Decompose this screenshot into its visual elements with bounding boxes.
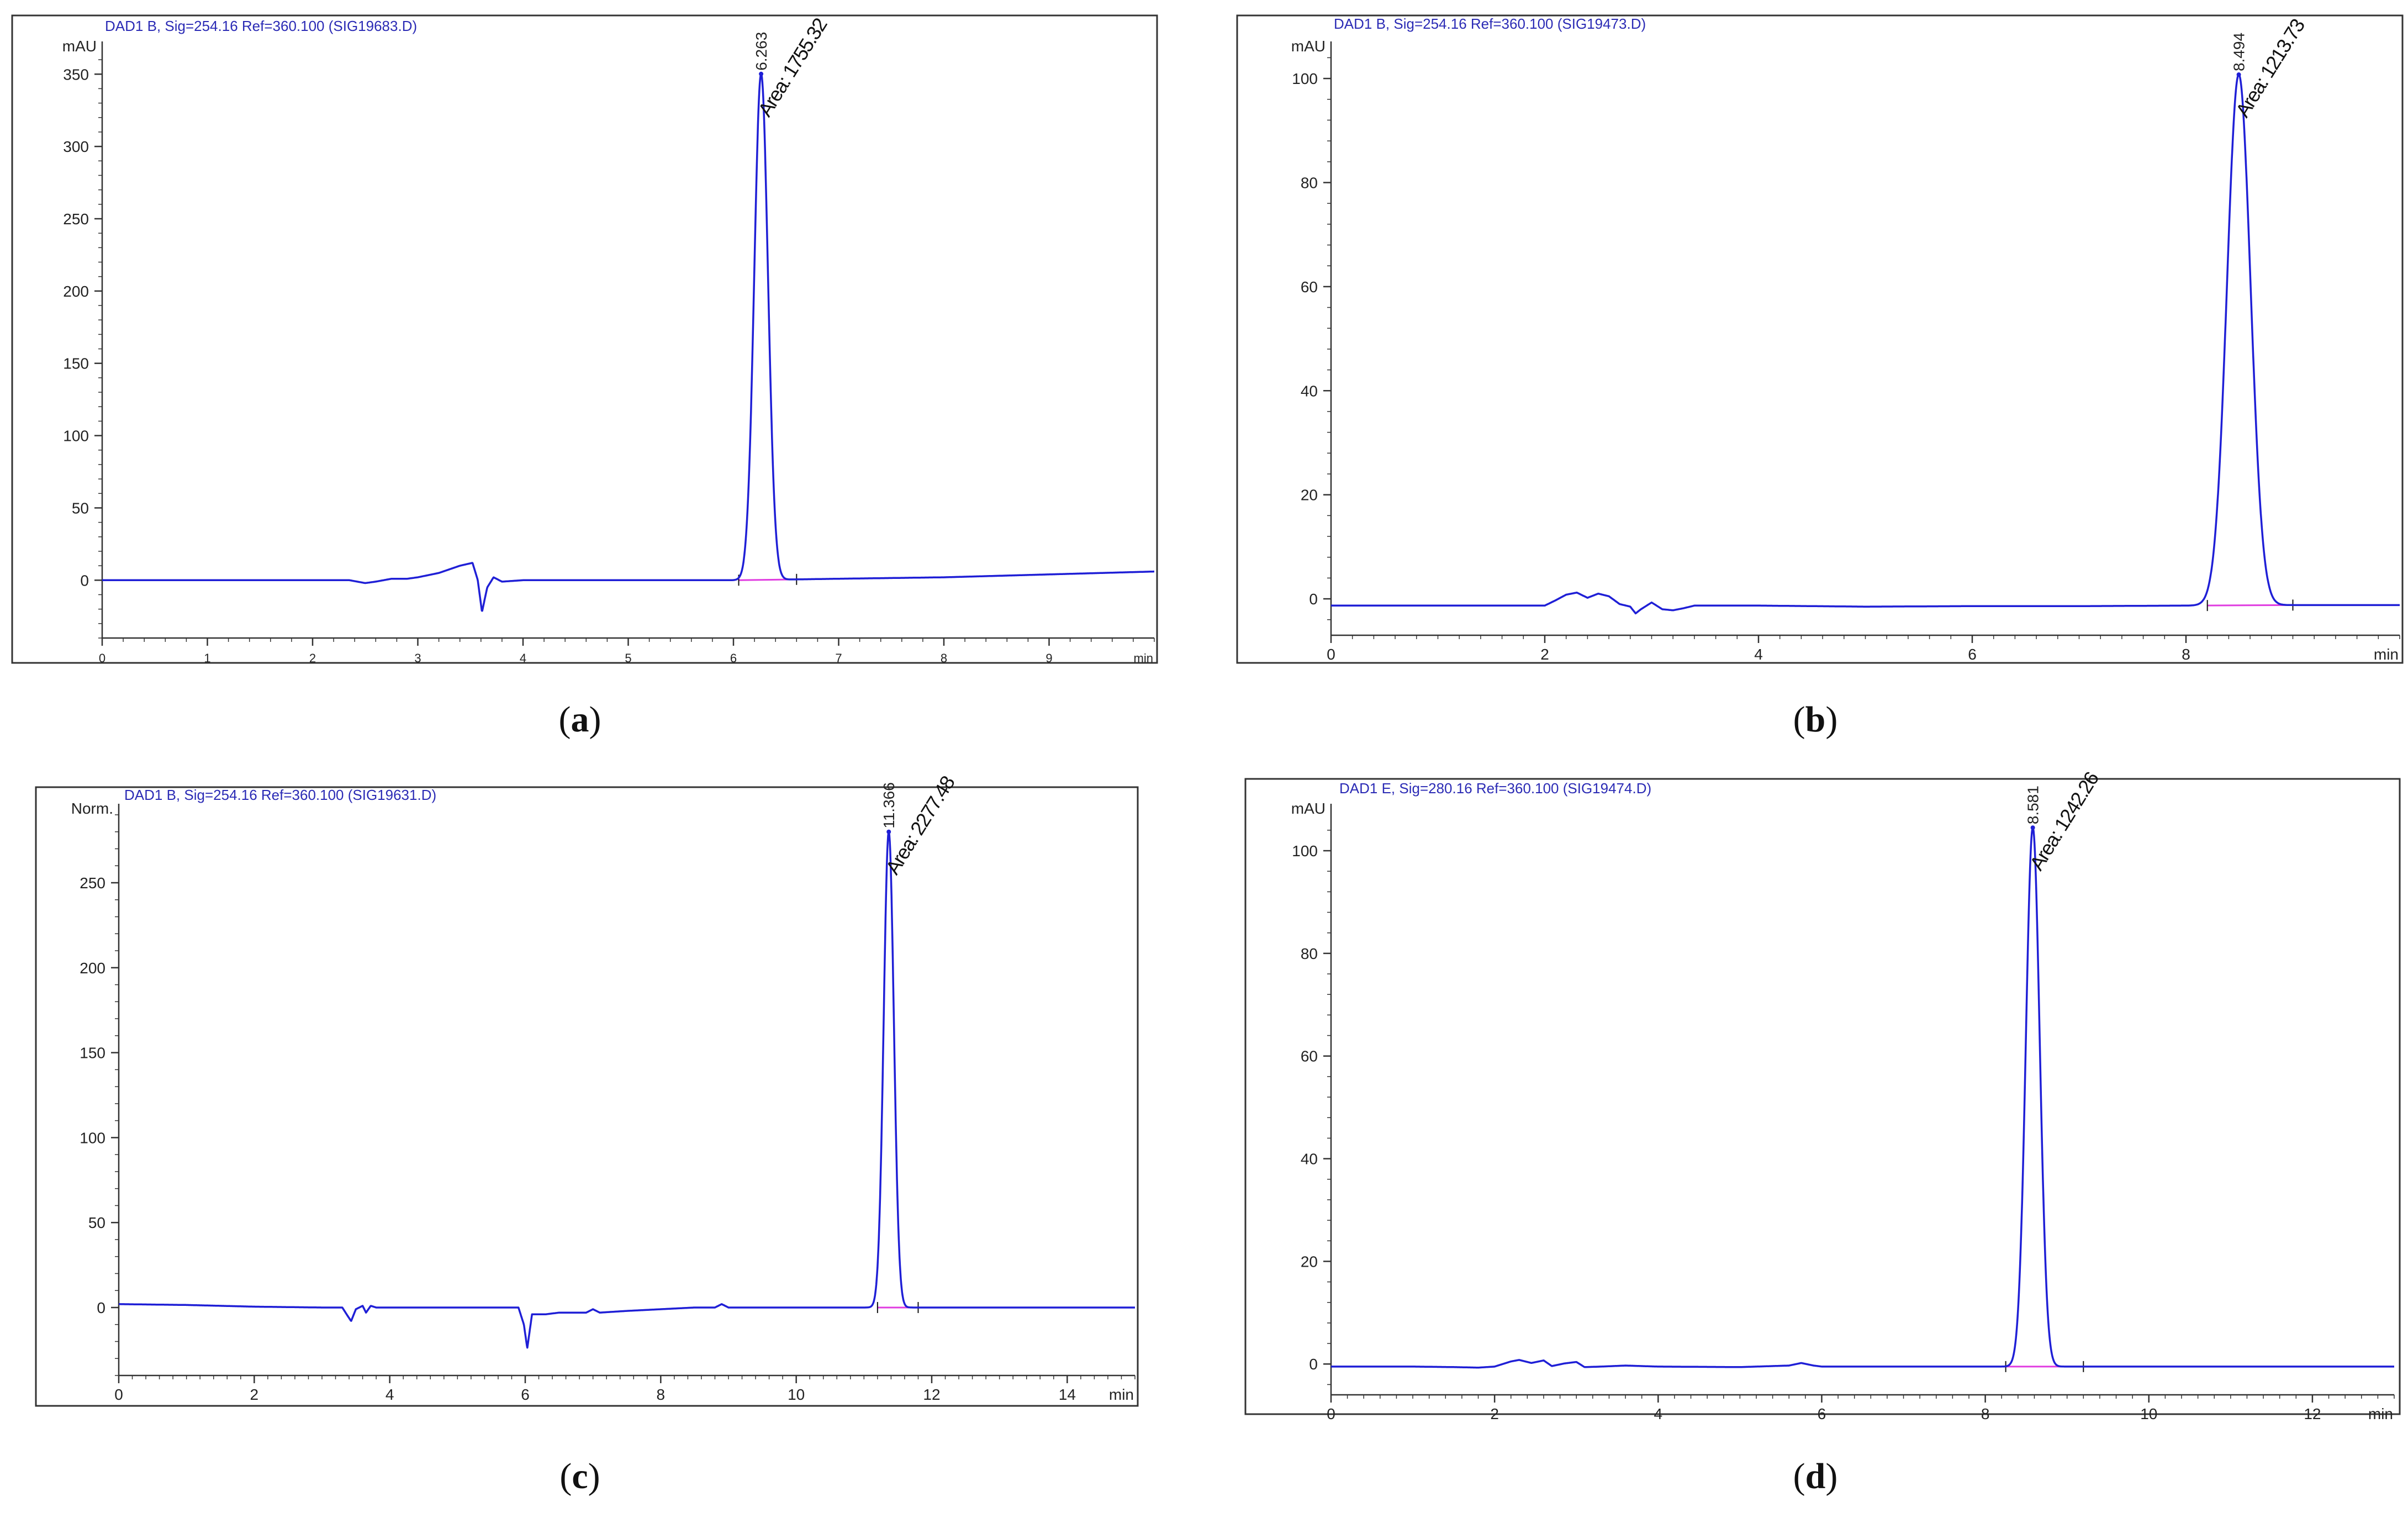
panel-b-peak-apex bbox=[2236, 72, 2241, 77]
panel-b-y-tick-label: 80 bbox=[1301, 174, 1318, 191]
panel-d-y-unit-label: mAU bbox=[1291, 800, 1326, 817]
panel-d-x-tick-label: 8 bbox=[1981, 1405, 1990, 1422]
panel-a-y-tick-label: 50 bbox=[72, 499, 89, 516]
panel-a-y-unit-label: mAU bbox=[62, 38, 97, 55]
panel-d-x-tick-label: 0 bbox=[1327, 1405, 1335, 1422]
panel-d-x-unit-label: min bbox=[2368, 1405, 2393, 1422]
panel-b-y-unit-label: mAU bbox=[1291, 38, 1326, 55]
panel-b-x-tick-label: 6 bbox=[1968, 646, 1977, 663]
panel-d-x-tick-label: 6 bbox=[1818, 1405, 1826, 1422]
panel-b-y-tick-label: 100 bbox=[1292, 70, 1318, 87]
panel-a-x-tick-label: 9 bbox=[1045, 651, 1052, 665]
panel-d-signal-title: DAD1 E, Sig=280.16 Ref=360.100 (SIG19474… bbox=[1339, 780, 1651, 797]
panel-c-x-tick-label: 0 bbox=[114, 1386, 123, 1403]
panel-d-y-tick-label: 0 bbox=[1309, 1356, 1318, 1373]
panel-a-y-tick-label: 150 bbox=[63, 355, 89, 372]
panel-b-y-tick-label: 40 bbox=[1301, 382, 1318, 399]
panel-c-x-tick-label: 10 bbox=[788, 1386, 805, 1403]
panel-c-x-tick-label: 2 bbox=[250, 1386, 259, 1403]
panel-d-y-tick-label: 40 bbox=[1301, 1151, 1318, 1168]
panel-b-y-tick-label: 20 bbox=[1301, 487, 1318, 504]
panel-c-retention-time-label: 11.366 bbox=[880, 782, 897, 829]
panel-a-retention-time-label: 6.263 bbox=[753, 32, 770, 71]
panel-c-y-unit-label: Norm. bbox=[71, 800, 113, 817]
panel-c-peak-apex bbox=[886, 829, 891, 834]
panel-c-y-tick-label: 50 bbox=[88, 1214, 105, 1231]
panel-a-x-tick-label: 0 bbox=[99, 651, 105, 665]
panel-a-peak-apex bbox=[759, 71, 764, 76]
panel-a-trace bbox=[102, 73, 1155, 612]
panel-a-x-tick-label: 5 bbox=[625, 651, 631, 665]
panel-c-x-tick-label: 8 bbox=[657, 1386, 666, 1403]
panel-b-retention-time-label: 8.494 bbox=[2231, 33, 2248, 71]
panel-d-x-tick-label: 12 bbox=[2304, 1405, 2321, 1422]
panel-a-y-tick-label: 300 bbox=[63, 138, 89, 155]
panel-b-x-unit-label: min bbox=[2374, 646, 2399, 663]
panel-d-y-tick-label: 20 bbox=[1301, 1253, 1318, 1270]
panel-c-x-tick-label: 4 bbox=[386, 1386, 394, 1403]
panel-d-x-tick-label: 2 bbox=[1490, 1405, 1499, 1422]
panel-b-frame bbox=[1236, 14, 2404, 664]
panel-b-x-tick-label: 4 bbox=[1754, 646, 1763, 663]
panel-d-frame bbox=[1244, 778, 2401, 1415]
panel-b-x-tick-label: 0 bbox=[1327, 646, 1335, 663]
panel-a-y-tick-label: 100 bbox=[63, 428, 89, 445]
panel-a-x-tick-label: 4 bbox=[520, 651, 526, 665]
panel-c-y-tick-label: 150 bbox=[80, 1045, 105, 1062]
panel-b-signal-title: DAD1 B, Sig=254.16 Ref=360.100 (SIG19473… bbox=[1334, 15, 1646, 32]
panel-c-y-tick-label: 250 bbox=[80, 874, 105, 892]
panel-a-x-tick-label: 8 bbox=[941, 651, 947, 665]
caption-d: (d) bbox=[1793, 1456, 1838, 1496]
caption-a: (a) bbox=[558, 699, 601, 740]
panel-c-x-tick-label: 12 bbox=[923, 1386, 940, 1403]
panel-c-y-tick-label: 100 bbox=[80, 1129, 105, 1146]
panel-a-x-unit-label: min bbox=[1134, 651, 1153, 665]
panel-d-x-tick-label: 4 bbox=[1654, 1405, 1663, 1422]
panel-d-y-tick-label: 60 bbox=[1301, 1048, 1318, 1065]
caption-b: (b) bbox=[1793, 699, 1838, 740]
panel-a-x-tick-label: 3 bbox=[414, 651, 421, 665]
panel-a-signal-title: DAD1 B, Sig=254.16 Ref=360.100 (SIG19683… bbox=[105, 18, 417, 34]
caption-c: (c) bbox=[559, 1456, 600, 1496]
panel-b-x-tick-label: 8 bbox=[2182, 646, 2190, 663]
panel-d-x-tick-label: 10 bbox=[2140, 1405, 2157, 1422]
panel-b-x-tick-label: 2 bbox=[1540, 646, 1549, 663]
panel-a-x-tick-label: 1 bbox=[204, 651, 210, 665]
panel-b-y-tick-label: 60 bbox=[1301, 278, 1318, 296]
panel-a-x-tick-label: 2 bbox=[309, 651, 316, 665]
panel-c-signal-title: DAD1 B, Sig=254.16 Ref=360.100 (SIG19631… bbox=[124, 787, 436, 803]
panel-a-y-tick-label: 250 bbox=[63, 210, 89, 228]
panel-a-x-tick-label: 7 bbox=[835, 651, 842, 665]
panel-c-x-tick-label: 14 bbox=[1059, 1386, 1076, 1403]
panel-a-y-tick-label: 200 bbox=[63, 283, 89, 300]
panel-d-y-tick-label: 100 bbox=[1292, 842, 1318, 860]
panel-d-retention-time-label: 8.581 bbox=[2025, 786, 2042, 824]
panel-a-x-tick-label: 6 bbox=[730, 651, 737, 665]
panel-c-frame bbox=[35, 786, 1139, 1407]
panel-b-trace bbox=[1330, 73, 2400, 615]
panel-c-y-tick-label: 200 bbox=[80, 960, 105, 977]
panel-c-x-unit-label: min bbox=[1109, 1386, 1134, 1403]
panel-c-y-tick-label: 0 bbox=[97, 1299, 105, 1316]
panel-a-frame bbox=[11, 14, 1158, 664]
panel-d-peak-apex bbox=[2030, 825, 2035, 830]
panel-c-x-tick-label: 6 bbox=[521, 1386, 530, 1403]
panel-b-y-tick-label: 0 bbox=[1309, 591, 1318, 608]
panel-a-y-tick-label: 0 bbox=[80, 572, 89, 589]
panel-c-trace bbox=[118, 831, 1136, 1349]
panel-d-trace bbox=[1330, 826, 2395, 1369]
panel-a-y-tick-label: 350 bbox=[63, 66, 89, 83]
panel-d-y-tick-label: 80 bbox=[1301, 945, 1318, 962]
